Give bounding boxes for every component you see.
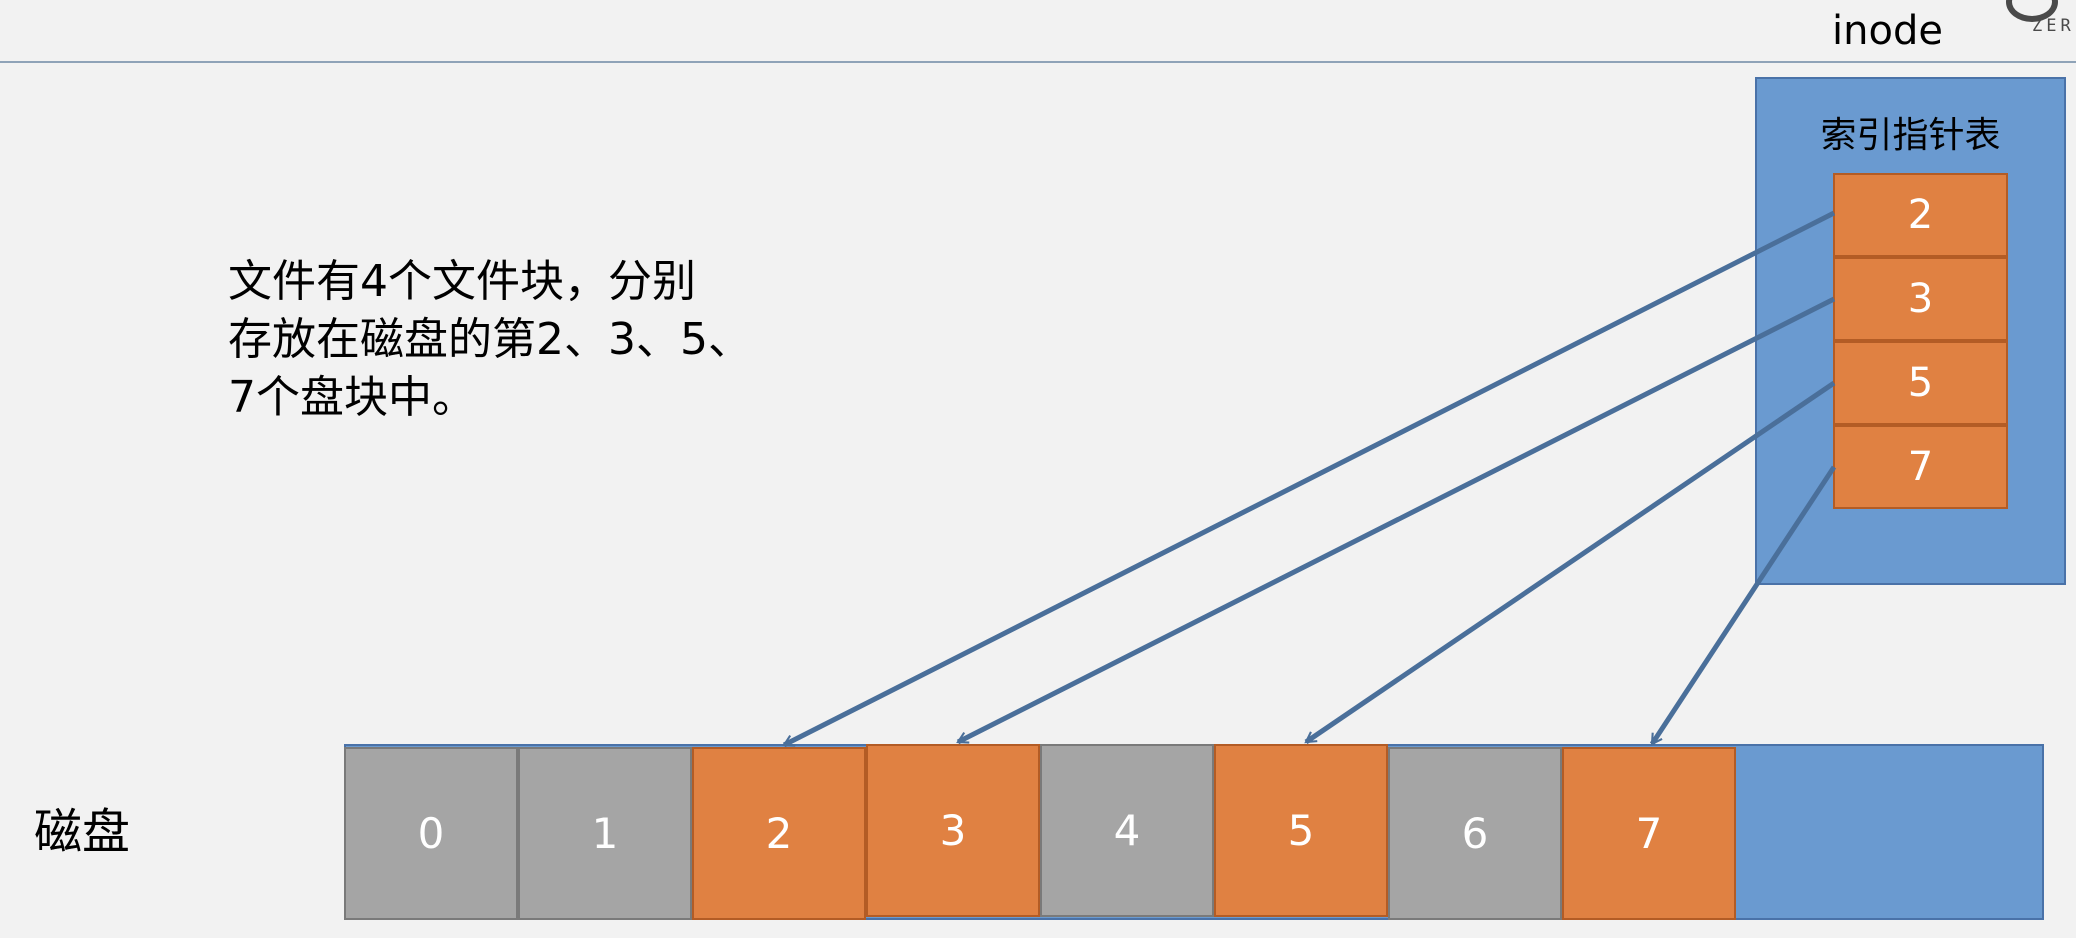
disk-block: 2 (692, 747, 866, 920)
logo: ZER (2000, 0, 2076, 50)
disk-block: 1 (518, 747, 692, 920)
disk-label: 磁盘 (34, 804, 131, 860)
disk-block: 7 (1562, 747, 1736, 920)
logo-text: ZER (2032, 16, 2075, 36)
page-title: inode (1832, 8, 1943, 54)
index-entry: 7 (1833, 425, 2008, 509)
header-divider (0, 61, 2076, 63)
logo-mark-icon (2006, 0, 2058, 22)
index-table-title: 索引指针表 (1820, 115, 2001, 156)
index-entry: 5 (1833, 341, 2008, 425)
description-text: 文件有4个文件块，分别 存放在磁盘的第2、3、5、 7个盘块中。 (228, 256, 752, 423)
pointer-arrow (956, 296, 1836, 745)
disk-block: 3 (866, 744, 1040, 917)
disk-block: 6 (1388, 747, 1562, 920)
disk-block: 5 (1214, 744, 1388, 917)
disk-block: 4 (1040, 744, 1214, 917)
index-entry: 3 (1833, 257, 2008, 341)
index-entry: 2 (1833, 173, 2008, 257)
pointer-arrow (782, 210, 1836, 748)
disk-block: 0 (344, 747, 518, 920)
